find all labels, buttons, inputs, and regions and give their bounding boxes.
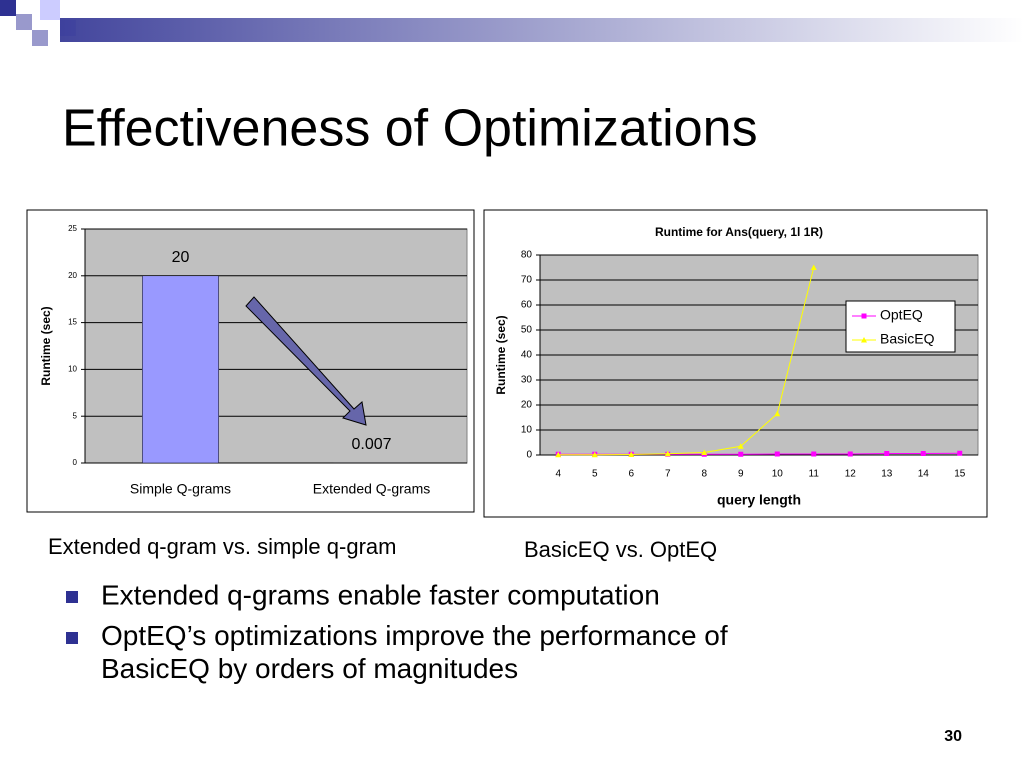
y-tick-label: 20 (521, 400, 533, 411)
marker (774, 451, 780, 457)
x-tick-label: 8 (701, 469, 707, 480)
x-tick-label: 10 (772, 469, 784, 480)
marker (555, 451, 562, 458)
caption: Extended q-gram vs. simple q-gram (48, 534, 396, 559)
x-tick-label: 4 (555, 469, 561, 480)
x-tick-label: 5 (592, 469, 598, 480)
y-tick-label: 60 (521, 300, 533, 311)
y-tick-label: 5 (73, 411, 78, 420)
page-number: 30 (944, 728, 962, 745)
x-tick-label: 7 (665, 469, 671, 480)
x-tick-label: 15 (954, 469, 966, 480)
marker (810, 264, 817, 270)
y-tick-label: 25 (68, 224, 77, 233)
marker (664, 450, 671, 457)
x-tick-label: 14 (918, 469, 930, 480)
bullet-marker (66, 591, 78, 603)
y-tick-label: 50 (521, 325, 533, 336)
y-tick-label: 15 (68, 318, 77, 327)
bullet-marker (66, 632, 78, 644)
y-tick-label: 70 (521, 275, 533, 286)
marker (591, 451, 598, 458)
x-tick-label: 9 (738, 469, 744, 480)
marker (628, 451, 635, 457)
x-tick-label: 6 (628, 469, 634, 480)
caption: BasicEQ vs. OptEQ (524, 537, 717, 562)
y-tick-label: 80 (521, 250, 533, 261)
x-tick-label: Extended Q-grams (313, 481, 431, 497)
marker (737, 443, 744, 449)
y-tick-label: 10 (68, 365, 77, 374)
bullet: Extended q-grams enable faster computati… (101, 579, 660, 610)
marker (811, 451, 817, 457)
data-label: 20 (172, 249, 190, 266)
slide-title: Effectiveness of Optimizations (62, 100, 758, 158)
y-tick-label: 20 (68, 271, 77, 280)
x-tick-label: 13 (881, 469, 893, 480)
marker (884, 451, 890, 456)
x-tick-label: 11 (809, 469, 820, 480)
x-tick-label: 12 (845, 469, 857, 480)
y-tick-label: 10 (521, 425, 533, 436)
marker (920, 451, 926, 456)
legend-marker (861, 337, 867, 343)
legend-marker (861, 313, 867, 319)
arrow (245, 296, 367, 426)
series-line (558, 267, 815, 456)
marker (701, 449, 708, 455)
marker (847, 451, 853, 457)
legend-box (845, 300, 956, 353)
bar (142, 275, 219, 464)
y-axis-label: Runtime (sec) (39, 306, 53, 385)
marker (957, 450, 963, 456)
marker (774, 410, 781, 417)
bullet: OptEQ’s optimizations improve the perfor… (101, 620, 728, 684)
x-axis-label: query length (717, 492, 801, 508)
legend-label: OptEQ (880, 307, 923, 323)
decoration (0, 0, 1024, 46)
data-label: 0.007 (351, 436, 391, 453)
y-tick-label: 40 (521, 350, 533, 361)
y-tick-label: 30 (521, 375, 533, 386)
x-tick-label: Simple Q-grams (130, 481, 231, 497)
y-tick-label: 0 (526, 450, 532, 461)
y-axis-label: Runtime (sec) (494, 315, 508, 394)
chart-title: Runtime for Ans(query, 1l 1R) (655, 225, 823, 239)
marker (738, 451, 744, 457)
legend-label: BasicEQ (880, 331, 935, 347)
y-tick-label: 0 (73, 458, 78, 467)
